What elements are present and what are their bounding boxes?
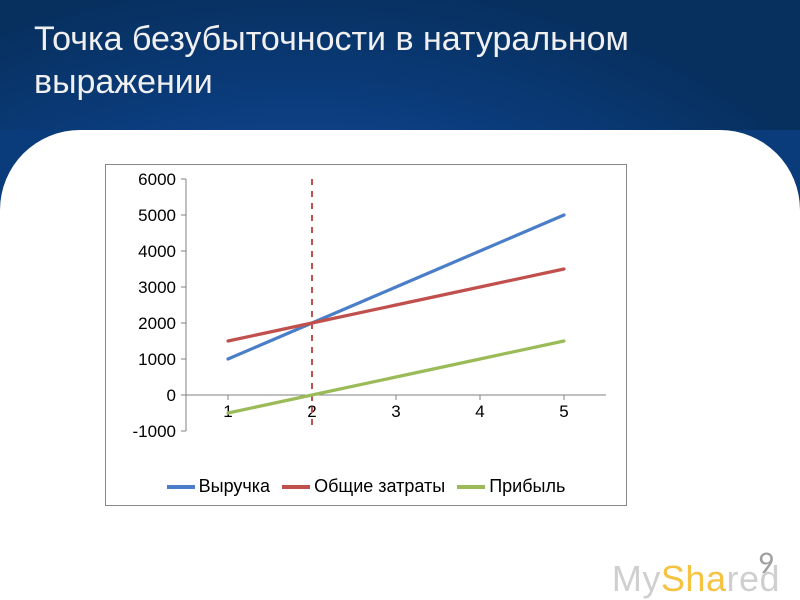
svg-text:4: 4 [475, 402, 484, 421]
legend-label: Общие затраты [314, 476, 445, 496]
legend-item: Выручка [167, 476, 270, 497]
slide: Точка безубыточности в натуральном выраж… [0, 0, 800, 600]
svg-text:1000: 1000 [138, 350, 176, 369]
slide-title: Точка безубыточности в натуральном выраж… [34, 18, 766, 103]
legend-label: Прибыль [489, 476, 565, 496]
svg-text:2000: 2000 [138, 314, 176, 333]
legend-label: Выручка [199, 476, 270, 496]
svg-text:3000: 3000 [138, 278, 176, 297]
svg-text:3: 3 [391, 402, 400, 421]
legend-item: Общие затраты [282, 476, 445, 497]
legend-swatch [457, 485, 485, 489]
svg-text:4000: 4000 [138, 242, 176, 261]
legend-item: Прибыль [457, 476, 565, 497]
chart-svg: -1000010002000300040005000600012345 [106, 165, 626, 465]
svg-text:5000: 5000 [138, 206, 176, 225]
legend-swatch [282, 485, 310, 489]
breakeven-chart: -1000010002000300040005000600012345 Выру… [105, 164, 627, 506]
watermark-suffix: red [726, 558, 780, 599]
content-card: -1000010002000300040005000600012345 Выру… [0, 130, 800, 600]
svg-text:-1000: -1000 [133, 422, 176, 441]
watermark: MyShared [612, 558, 780, 600]
svg-text:5: 5 [559, 402, 568, 421]
legend-swatch [167, 485, 195, 489]
watermark-accent: Sha [661, 558, 727, 599]
svg-text:0: 0 [167, 386, 176, 405]
chart-legend: Выручка Общие затраты Прибыль [106, 476, 626, 497]
watermark-prefix: My [612, 558, 661, 599]
svg-text:6000: 6000 [138, 170, 176, 189]
slide-header: Точка безубыточности в натуральном выраж… [0, 0, 800, 130]
